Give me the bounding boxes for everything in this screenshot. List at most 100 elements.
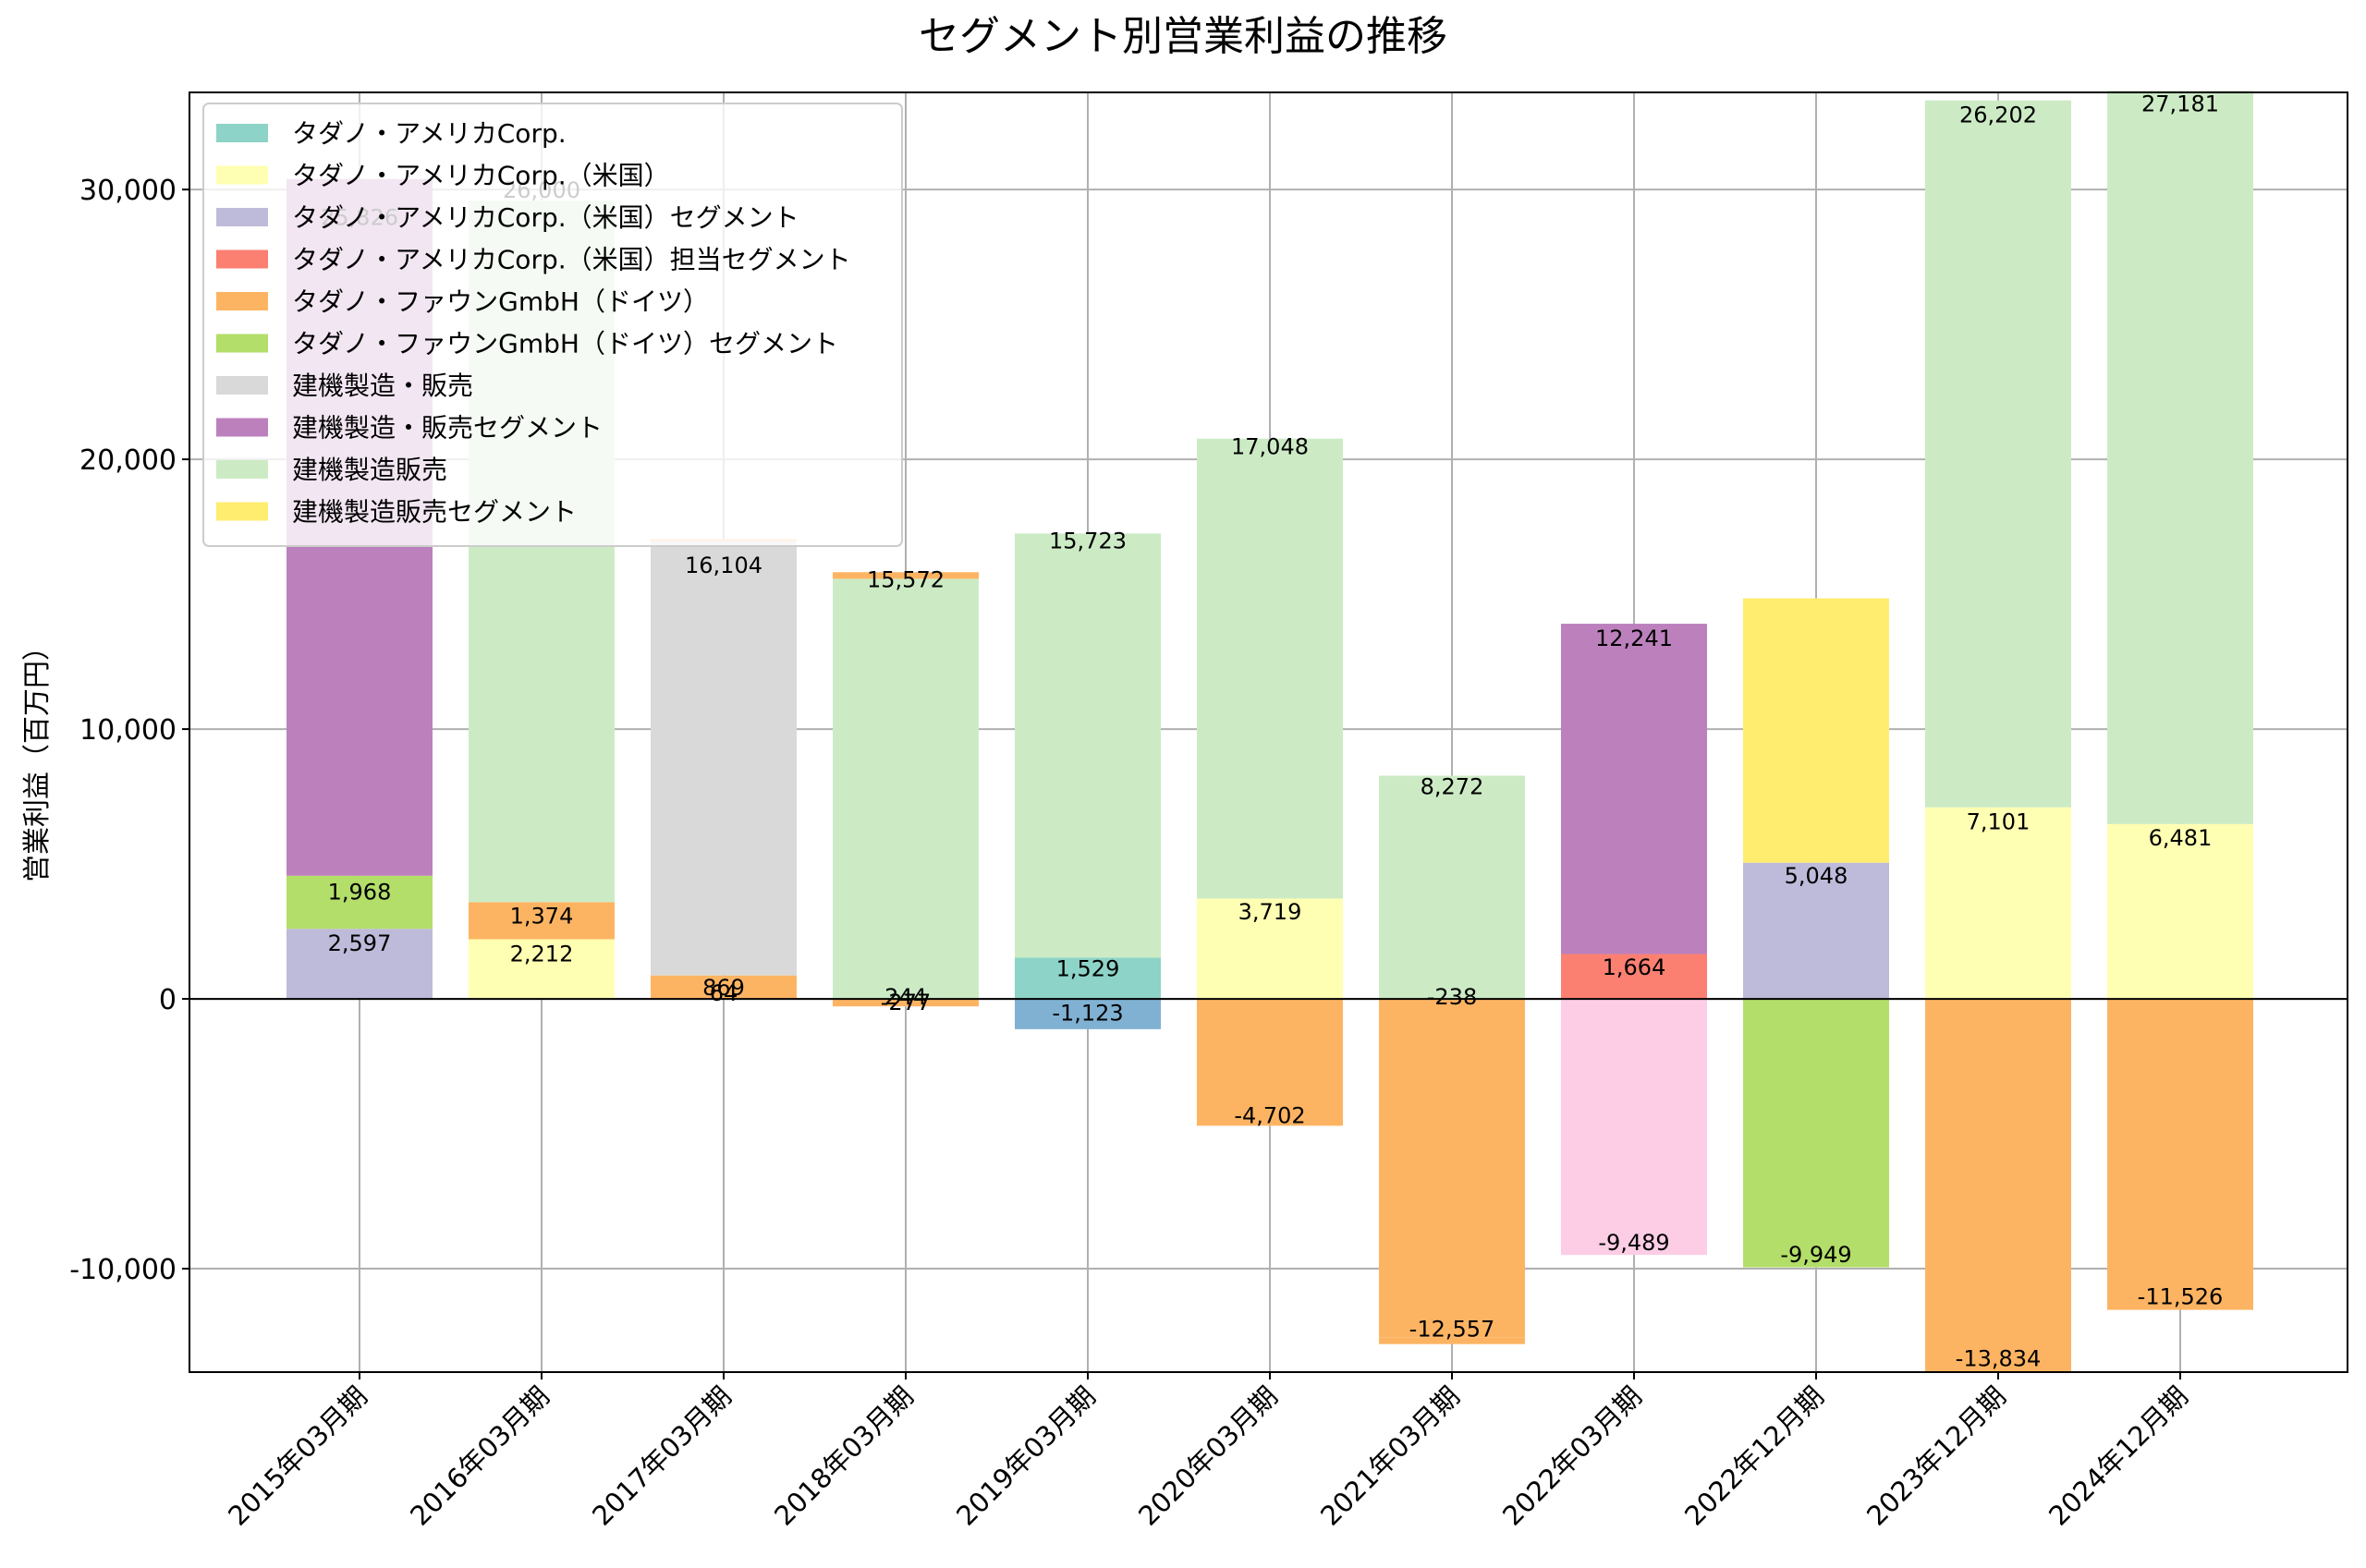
data-label: -238 [1427,984,1477,1010]
x-tick-label: 2019年03月期 [950,1380,1102,1532]
bar [1379,999,1525,1338]
legend-label: タダノ・ファウンGmbH（ドイツ）セグメント [292,329,838,359]
bar [833,572,979,579]
data-label: 15,572 [867,566,945,592]
data-label: 5,048 [1785,863,1848,889]
y-tick-label: 10,000 [79,714,177,747]
legend-swatch [216,376,268,395]
bar [469,902,615,940]
legend-swatch [216,124,268,142]
x-tick-label: 2016年03月期 [404,1380,555,1532]
bar [1561,624,1707,954]
data-label: 1,664 [1603,954,1666,980]
legend-label: タダノ・アメリカCorp.（米国） [292,161,670,191]
data-label: 7,101 [1967,808,2031,834]
legend-swatch [216,292,268,310]
bar [1379,1337,1525,1344]
data-label: 16,104 [685,553,762,578]
y-tick-label: 0 [159,984,177,1016]
legend: タダノ・アメリカCorp. タダノ・アメリカCorp.（米国） タダノ・アメリカCo… [202,103,903,547]
bar [1197,999,1343,1126]
bar [1743,598,1889,863]
bar [1925,807,2071,1000]
data-label: 8,272 [1421,773,1484,799]
x-tick-label: 2023年12月期 [1860,1380,2012,1532]
data-label: -11,526 [2138,1283,2224,1309]
data-label: 1,529 [1056,955,1120,981]
x-tick-label: 2024年12月期 [2043,1380,2194,1532]
legend-swatch [216,418,268,437]
bar [833,999,979,1007]
data-label: 1,374 [510,904,574,930]
bar [1561,999,1707,1256]
data-label: -9,949 [1780,1242,1851,1268]
data-label: 64 [710,980,738,1006]
x-tick-label: 2017年03月期 [586,1380,738,1532]
data-labels-layer: 25,8261,9682,59726,0001,3742,21216,10486… [321,91,2223,1372]
x-tick-label: 2021年03月期 [1314,1380,1466,1532]
legend-label: 建機製造・販売 [292,371,473,401]
data-label: 26,202 [1959,102,2037,128]
legend-swatch [216,460,268,479]
bar [1197,898,1343,1000]
legend-swatch [216,165,268,185]
y-tick-label: 20,000 [79,444,177,477]
bar [1925,999,2071,1372]
data-label: 17,048 [1231,433,1309,459]
x-tick-label: 2020年03月期 [1132,1380,1284,1532]
data-label: 27,181 [2141,91,2219,117]
legend-label: 建機製造販売セグメント [292,497,577,528]
legend-swatch [216,502,268,521]
data-label: -13,834 [1956,1345,2042,1371]
bar [651,975,797,1000]
y-tick-label: -10,000 [69,1254,177,1286]
data-label: 2,597 [328,930,392,956]
bar [1015,999,1161,1029]
bar [1015,533,1161,958]
x-tick-label: 2018年03月期 [768,1380,920,1532]
bar [833,578,979,1000]
data-label: 2,212 [510,941,574,966]
data-label: -12,557 [1409,1316,1495,1342]
bar [287,875,433,930]
y-axis-label: 営業利益（百万円） [21,633,54,882]
data-label: -4,702 [1234,1103,1305,1129]
data-label: 244 [884,984,927,1010]
bar [2107,999,2253,1310]
data-label: 12,241 [1595,626,1673,651]
data-label: 3,719 [1238,899,1302,925]
data-label: 15,723 [1049,529,1127,554]
data-label: 869 [702,975,745,1001]
legend-swatch [216,208,268,226]
data-label: 1,968 [328,879,392,905]
bar [1561,954,1707,1000]
legend-label: タダノ・アメリカCorp.（米国）セグメント [292,202,799,233]
bar [469,939,615,1000]
y-tick-label: 30,000 [79,175,177,207]
bar [1743,862,1889,1000]
data-label: 6,481 [2149,825,2213,851]
bar [2107,823,2253,1000]
chart-title: セグメント別営業利益の推移 [919,13,1447,60]
data-label: -1,123 [1052,1001,1123,1027]
data-label: -9,489 [1598,1230,1669,1256]
x-tick-label: 2022年12月期 [1678,1380,1830,1532]
legend-label: タダノ・アメリカCorp.（米国）担当セグメント [292,245,851,275]
legend-label: 建機製造販売 [292,455,447,485]
legend-swatch [216,249,268,269]
legend-swatch [216,334,268,353]
legend-label: タダノ・ファウンGmbH（ドイツ） [292,286,709,317]
bar [1379,775,1525,1000]
bar [1015,957,1161,1000]
legend-label: タダノ・アメリカCorp. [292,118,567,149]
x-tick-label: 2022年03月期 [1496,1380,1648,1532]
bar [1197,438,1343,899]
data-label: -277 [881,990,931,1015]
legend-label: 建機製造・販売セグメント [292,413,603,444]
bar [287,929,433,1000]
plot-border [189,91,2348,1373]
bar [1743,999,1889,1268]
bar [1925,100,2071,808]
x-tick-label: 2015年03月期 [222,1380,373,1532]
